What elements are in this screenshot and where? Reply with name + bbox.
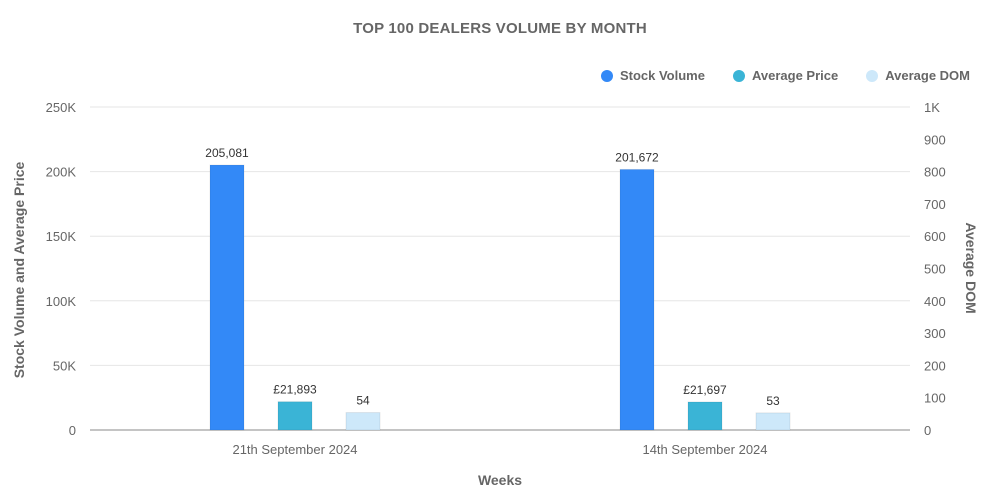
chart-title: TOP 100 DEALERS VOLUME BY MONTH (353, 20, 647, 37)
y-left-tick-label: 100K (46, 294, 77, 309)
data-label: 53 (766, 394, 780, 408)
legend-item-stock-volume[interactable]: Stock Volume (600, 68, 705, 83)
y-left-tick-label: 250K (46, 100, 77, 115)
x-axis-title: Weeks (478, 472, 522, 488)
legend-item-average-dom[interactable]: Average DOM (866, 68, 970, 83)
legend-label-average-price: Average Price (751, 68, 839, 83)
y-right-tick-label: 200 (924, 358, 946, 373)
y-left-tick-label: 50K (53, 358, 76, 373)
data-label: 205,081 (205, 146, 249, 160)
bar (619, 168, 655, 431)
x-tick-label: 14th September 2024 (642, 442, 767, 457)
y-right-tick-label: 700 (924, 197, 946, 212)
data-label: 201,672 (615, 150, 659, 164)
legend-marker-average-price (732, 69, 745, 82)
data-label: £21,893 (273, 383, 317, 397)
bar (345, 412, 381, 431)
legend-marker-stock-volume (600, 69, 613, 82)
bar (755, 412, 791, 431)
y-left-tick-label: 200K (46, 165, 77, 180)
legend: Stock Volume Average Price Average DOM (600, 68, 970, 83)
data-label: £21,697 (683, 383, 727, 397)
y-right-tick-label: 600 (924, 229, 946, 244)
y-left-axis-title: Stock Volume and Average Price (11, 162, 27, 379)
y-right-tick-label: 800 (924, 165, 946, 180)
y-right-tick-label: 900 (924, 132, 946, 147)
y-right-tick-label: 500 (924, 262, 946, 277)
data-label: 54 (356, 394, 370, 408)
legend-label-stock-volume: Stock Volume (619, 68, 705, 83)
y-right-axis-title: Average DOM (963, 222, 979, 313)
y-left-tick-label: 0 (69, 423, 76, 438)
y-right-tick-label: 400 (924, 294, 946, 309)
y-right-tick-label: 1K (924, 100, 940, 115)
x-tick-label: 21th September 2024 (232, 442, 357, 457)
bar (209, 164, 245, 431)
bar (687, 401, 723, 431)
y-right-tick-label: 300 (924, 326, 946, 341)
legend-item-average-price[interactable]: Average Price (732, 68, 839, 83)
legend-label-average-dom: Average DOM (885, 68, 970, 83)
bar (277, 401, 313, 431)
legend-marker-average-dom (866, 69, 879, 82)
y-right-tick-label: 0 (924, 423, 931, 438)
y-right-tick-label: 100 (924, 391, 946, 406)
y-left-tick-label: 150K (46, 229, 77, 244)
